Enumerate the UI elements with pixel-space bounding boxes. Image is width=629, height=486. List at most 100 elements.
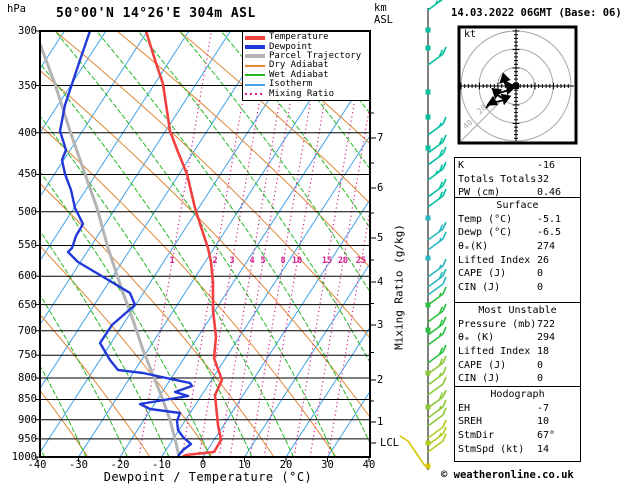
dry-adiabat-line [40, 389, 89, 457]
hodograph-panel [457, 25, 578, 145]
table-row-label: EH [458, 402, 471, 414]
wind-level-dot [425, 327, 431, 333]
wind-level-dot [425, 463, 431, 469]
table-row: EH -7 [458, 402, 577, 416]
isotherm-line [40, 31, 231, 326]
wind-barb [427, 161, 447, 181]
isotherm-line [40, 31, 148, 198]
table-row-value: 294 [537, 332, 556, 344]
wet-adiabat-line [40, 170, 211, 457]
table-row: CIN (J) 0 [458, 281, 577, 295]
table-row: Totals Totals 32 [458, 173, 577, 187]
wind-barb [427, 134, 447, 154]
pressure-tick-label: 600 [18, 270, 37, 283]
table-row-value: -16 [537, 160, 556, 172]
mixing-ratio-value-label: 20 [337, 256, 349, 266]
wind-barb [427, 407, 447, 427]
indices-table: K -16 Totals Totals 32 PW (cm) 0.46 [454, 157, 581, 198]
mixing-ratio-value-label: 3 [229, 256, 235, 266]
mixing-ratio-line [138, 31, 213, 457]
temperature-tick-label: 0 [199, 459, 207, 471]
wind-barb [427, 419, 447, 439]
table-row: Dewp (°C) -6.5 [458, 226, 577, 240]
km-tick-label: 3 [377, 319, 384, 331]
hodograph-unit-label: kt [464, 29, 477, 40]
wind-barb [427, 316, 447, 336]
pressure-tick-label: 750 [18, 349, 37, 362]
table-row-label: Dewp (°C) [458, 227, 513, 239]
table-row-value: 18 [537, 346, 550, 358]
wet-adiabat-line [40, 230, 170, 457]
table-row: CAPE (J) 0 [458, 267, 577, 281]
legend-item: Dewpoint [245, 42, 367, 51]
plot-border [39, 30, 371, 458]
table-row-label: CAPE (J) [458, 268, 507, 280]
table-row-label: Pressure (mb) [458, 318, 537, 330]
legend-item: Isotherm [245, 80, 367, 89]
table-row-value: 67° [537, 430, 556, 442]
wind-level-dot [425, 114, 431, 120]
mixing-ratio-line [218, 31, 293, 457]
mixing-ratio-axis-label: Mixing Ratio (g/kg) [392, 224, 406, 350]
surface-table: Surface Temp (°C) -5.1 Dewp (°C) -6.5 θₑ(K) 27… [454, 197, 581, 303]
dry-adiabat-line [116, 31, 370, 269]
mixing-ratio-value-label: 2 [212, 256, 218, 266]
wind-barb [427, 399, 447, 419]
dry-adiabat-line [40, 182, 275, 457]
mixing-ratio-value-label: 8 [280, 256, 286, 266]
table-row-label: Lifted Index [458, 346, 531, 358]
km-tick-label: 4 [377, 276, 384, 288]
mixing-ratio-value-label: 10 [291, 256, 303, 266]
table-row: PW (cm) 0.46 [458, 186, 577, 200]
table-row-value: 26 [537, 254, 550, 266]
table-row-label: θₑ(K) [458, 241, 489, 253]
wind-level-dot [425, 255, 431, 261]
table-row-value: -5.1 [537, 213, 562, 225]
wind-barb [427, 376, 447, 396]
table-row-label: StmSpd (kt) [458, 443, 525, 455]
table-row-value: 722 [537, 318, 556, 330]
table-row: Pressure (mb) 722 [458, 318, 577, 332]
km-tick-label: 6 [377, 182, 384, 194]
mixing-ratio-line [327, 206, 370, 457]
legend-label: Parcel Trajectory [269, 50, 362, 61]
pressure-tick-label: 300 [18, 25, 37, 37]
hodograph-origin-marker [513, 83, 519, 89]
table-row-label: K [458, 160, 465, 172]
page-title: 50°00'N 14°26'E 304m ASL [56, 6, 256, 21]
mixing-ratio-line [198, 31, 273, 457]
mixing-ratio-value-label: 25 [355, 256, 367, 266]
wind-barb [427, 146, 447, 166]
legend-swatch [245, 45, 265, 50]
table-row-label: PW (cm) [458, 187, 501, 199]
dry-adiabat-line [613, 31, 629, 457]
temperature-tick-label: 40 [362, 459, 376, 471]
table-row-value: 0 [537, 359, 544, 371]
wind-level-dot [425, 440, 431, 446]
pressure-axis-unit: hPa [7, 3, 26, 15]
table-row-value: 274 [537, 241, 556, 253]
table-row: CAPE (J) 0 [458, 358, 577, 372]
isotherm-line [161, 134, 370, 457]
km-tick-label: 2 [377, 374, 384, 386]
pressure-tick-label: 700 [18, 324, 37, 337]
table-row-value: 0 [537, 281, 544, 293]
pressure-tick-label: 450 [18, 168, 37, 181]
wind-barb [427, 268, 447, 288]
wet-adiabat-line [179, 31, 370, 293]
wind-barb [427, 344, 447, 364]
pressure-tick-label: 650 [18, 298, 37, 311]
wind-barb [427, 116, 447, 136]
temperature-tick-label: 30 [321, 459, 334, 471]
isotherm-line [40, 31, 273, 390]
table-row-label: Temp (°C) [458, 213, 513, 225]
table-row-label: SREH [458, 416, 483, 428]
wet-adiabat-line [137, 31, 370, 364]
table-title: Hodograph [490, 389, 545, 400]
table-row-label: CAPE (J) [458, 359, 507, 371]
legend-label: Dewpoint [269, 41, 313, 52]
mixing-ratio-value-label: 1 [169, 256, 175, 266]
altitude-unit-asl: ASL [374, 14, 393, 26]
legend-swatch [245, 64, 265, 67]
